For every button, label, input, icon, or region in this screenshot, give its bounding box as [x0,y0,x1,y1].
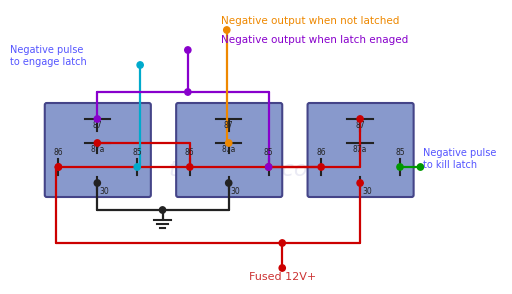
Circle shape [266,164,272,170]
Text: 30: 30 [362,187,372,196]
Text: 30: 30 [231,187,241,196]
Circle shape [417,164,423,170]
Circle shape [185,89,191,95]
FancyBboxPatch shape [308,103,414,197]
Text: 86: 86 [316,148,326,157]
Text: Negative output when not latched: Negative output when not latched [221,16,399,26]
Circle shape [134,164,140,170]
Circle shape [159,207,166,213]
Text: 87a: 87a [222,145,236,154]
Text: 85: 85 [133,148,142,157]
Circle shape [187,164,193,170]
Text: 86: 86 [54,148,63,157]
Text: 87a: 87a [353,145,367,154]
FancyBboxPatch shape [176,103,282,197]
Text: 30: 30 [99,187,109,196]
Text: Negative pulse
to engage latch: Negative pulse to engage latch [10,45,87,67]
Text: 86: 86 [185,148,195,157]
FancyBboxPatch shape [45,103,151,197]
Circle shape [357,116,363,122]
Text: Fused 12V+: Fused 12V+ [249,272,316,282]
Text: 87: 87 [224,121,233,130]
Circle shape [94,116,100,122]
Circle shape [226,180,232,186]
Text: Negative pulse
to kill latch: Negative pulse to kill latch [423,148,497,170]
Text: Negative output when latch enaged: Negative output when latch enaged [221,35,408,45]
Circle shape [94,180,100,186]
Circle shape [397,164,403,170]
Circle shape [55,164,61,170]
Text: 85: 85 [395,148,405,157]
Text: 85: 85 [264,148,273,157]
Circle shape [279,240,285,246]
Circle shape [266,164,272,170]
Circle shape [226,140,232,146]
Circle shape [357,180,363,186]
Circle shape [55,164,61,170]
Text: 87: 87 [93,121,102,130]
Circle shape [94,140,100,146]
Text: the12volt.com: the12volt.com [168,160,330,180]
Circle shape [224,27,230,33]
Text: 87: 87 [355,121,365,130]
Circle shape [279,265,285,271]
Circle shape [137,62,143,68]
Circle shape [318,164,324,170]
Text: 87a: 87a [90,145,104,154]
Circle shape [185,47,191,53]
